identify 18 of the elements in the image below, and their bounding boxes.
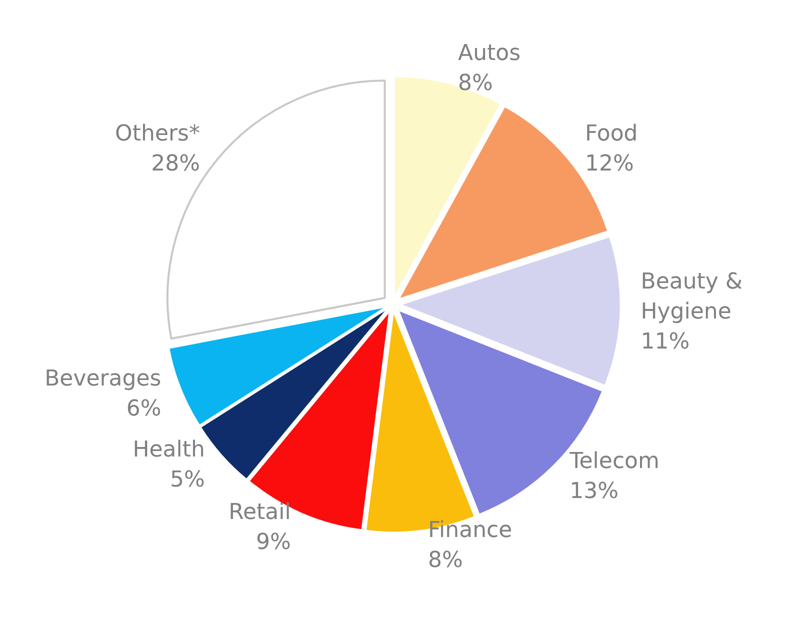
data-label: 28% — [151, 152, 200, 177]
slice-label: Retail — [228, 500, 291, 526]
slice-label: Telecom — [568, 448, 660, 474]
data-label: 13% — [570, 478, 618, 504]
data-label: 8% — [428, 548, 463, 574]
slice-label: Beauty & Hygiene — [640, 269, 743, 324]
slice-label: Health — [132, 438, 205, 463]
slice-label: Food — [585, 122, 638, 147]
slice-label: Finance — [428, 518, 512, 544]
data-label: 12% — [585, 152, 634, 177]
slice-label: Autos — [458, 41, 521, 66]
data-label: 9% — [256, 530, 291, 556]
data-label: 8% — [458, 71, 493, 96]
data-label: 11% — [640, 329, 690, 354]
data-label: 6% — [126, 396, 162, 422]
slice-label: Others* — [115, 122, 200, 147]
slice-label: Beverages — [44, 366, 162, 392]
data-label: 5% — [170, 468, 205, 493]
